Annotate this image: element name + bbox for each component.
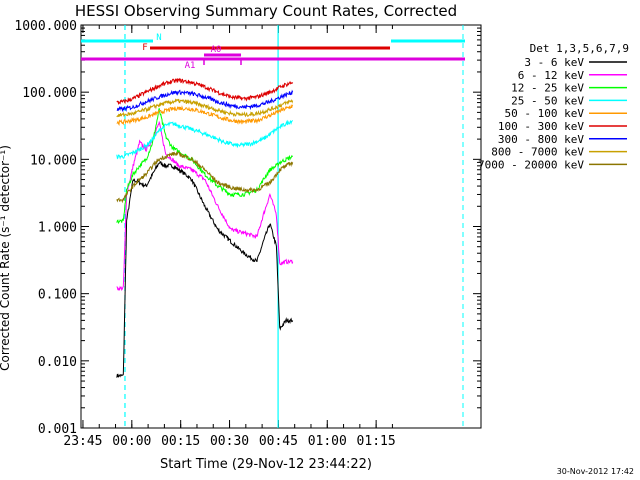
legend-title: Det 1,3,5,6,7,9 — [530, 42, 629, 55]
y-tick-label: 0.100 — [38, 288, 77, 303]
legend-label: 12 - 25 keV — [511, 82, 584, 95]
series-line — [116, 108, 294, 225]
x-tick-label: 00:45 — [259, 434, 298, 449]
legend-label: 50 - 100 keV — [505, 107, 585, 120]
legend-label: 25 - 50 keV — [511, 94, 584, 107]
y-tick-label: 0.001 — [38, 422, 77, 437]
series-line — [116, 119, 294, 160]
legend-label: 6 - 12 keV — [518, 69, 585, 82]
state-bar-label: A1 — [185, 61, 196, 71]
series-line — [116, 77, 294, 106]
series-line — [116, 89, 294, 113]
legend-label: 800 - 7000 keV — [491, 146, 584, 159]
series-line — [116, 161, 294, 378]
plot-frame — [80, 24, 482, 429]
x-tick-label: 00:15 — [161, 434, 200, 449]
legend-label: 300 - 800 keV — [498, 133, 584, 146]
y-tick-label: 10.000 — [30, 153, 77, 168]
state-bar-label: F — [142, 43, 147, 53]
series-line — [116, 98, 294, 118]
y-tick-label: 1.000 — [38, 221, 77, 236]
x-tick-label: 01:00 — [308, 434, 347, 449]
footer-timestamp: 30-Nov-2012 17:42 — [557, 467, 634, 476]
y-axis-label: Corrected Count Rate (s⁻¹ detector⁻¹) — [0, 145, 12, 371]
x-tick-label: 01:15 — [357, 434, 396, 449]
x-tick-label: 00:00 — [112, 434, 151, 449]
y-tick-label: 0.010 — [38, 355, 77, 370]
chart-title: HESSI Observing Summary Count Rates, Cor… — [75, 2, 457, 20]
state-bar-label: N — [156, 33, 161, 43]
legend-label: 7000 - 20000 keV — [478, 158, 584, 171]
x-axis-label: Start Time (29-Nov-12 23:44:22) — [160, 457, 372, 472]
legend-label: 3 - 6 keV — [524, 56, 584, 69]
legend-label: 100 - 300 keV — [498, 120, 584, 133]
y-tick-label: 1000.000 — [14, 19, 77, 34]
series-line — [116, 151, 294, 204]
x-tick-label: 23:45 — [63, 434, 102, 449]
x-tick-label: 00:30 — [210, 434, 249, 449]
state-bar-label: A0 — [211, 45, 222, 55]
series-line — [116, 120, 294, 291]
series-line — [116, 104, 294, 126]
y-tick-label: 100.000 — [22, 86, 77, 101]
